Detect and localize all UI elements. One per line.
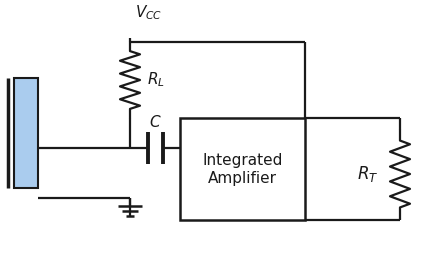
Bar	[14, 78, 38, 188]
Text: Integrated: Integrated	[202, 152, 282, 168]
Text: $R_T$: $R_T$	[357, 164, 379, 184]
Bar	[180, 118, 305, 220]
Text: $R_L$: $R_L$	[147, 71, 165, 89]
Text: $V_{CC}$: $V_{CC}$	[135, 3, 162, 22]
Text: Amplifier: Amplifier	[208, 170, 277, 186]
Text: C: C	[150, 115, 160, 130]
